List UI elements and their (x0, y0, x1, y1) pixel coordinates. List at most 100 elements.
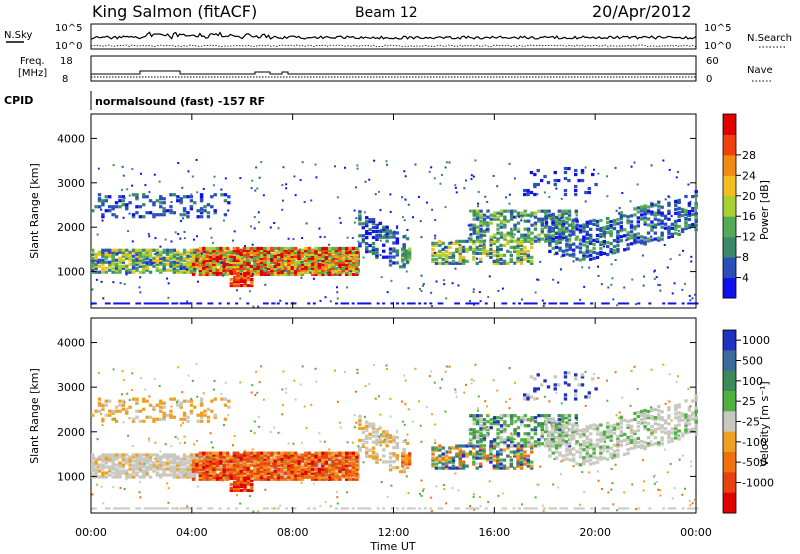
range-gate-cell (270, 471, 274, 475)
range-gate-cell (327, 246, 332, 251)
range-gate-cell (108, 264, 112, 268)
range-gate-cell (324, 268, 328, 273)
range-gate-cell (334, 165, 337, 168)
range-gate-cell (263, 463, 267, 467)
range-gate-cell (236, 254, 240, 259)
range-gate-cell (558, 236, 562, 240)
range-gate-cell (479, 233, 483, 237)
range-gate-cell (101, 459, 105, 463)
range-gate-cell (256, 254, 260, 259)
range-gate-cell (606, 195, 609, 198)
range-gate-cell (215, 258, 220, 263)
range-gate-cell (595, 460, 600, 464)
range-gate-cell (567, 178, 571, 183)
range-gate-cell (674, 231, 678, 235)
range-gate-cell (516, 253, 520, 257)
range-gate-cell (578, 230, 583, 234)
range-gate-cell (506, 446, 510, 450)
range-gate-cell (341, 451, 345, 455)
range-gate-cell (606, 449, 610, 453)
range-gate-cell (111, 258, 115, 262)
range-gate-cell (554, 422, 558, 426)
range-gate-cell (266, 467, 271, 471)
range-gate-cell (650, 204, 654, 208)
range-gate-cell (186, 215, 190, 219)
range-gate-cell (606, 220, 610, 225)
range-gate-cell (619, 221, 624, 225)
range-gate-cell (395, 441, 400, 446)
range-gate-cell (131, 168, 134, 171)
range-gate-cell (412, 302, 416, 305)
range-gate-cell (565, 457, 569, 461)
range-gate-cell (472, 175, 475, 178)
range-gate-cell (406, 229, 409, 232)
colorbar-segment (723, 277, 736, 299)
range-gate-cell (108, 254, 112, 258)
range-gate-cell (585, 230, 589, 234)
range-gate-cell (351, 272, 356, 277)
range-gate-cell (215, 461, 220, 465)
range-gate-cell (618, 207, 621, 210)
range-gate-cell (125, 203, 129, 207)
range-gate-cell (548, 235, 552, 240)
range-gate-cell (243, 283, 247, 288)
range-gate-cell (621, 192, 624, 195)
range-gate-cell (530, 231, 534, 235)
range-gate-cell (155, 266, 160, 270)
range-gate-cell (523, 456, 527, 460)
range-gate-cell (348, 272, 352, 277)
range-gate-cell (212, 270, 216, 275)
range-gate-cell (237, 252, 241, 256)
range-gate-cell (262, 194, 265, 197)
range-gate-cell (205, 463, 209, 467)
range-gate-cell (365, 216, 369, 220)
range-gate-cell (152, 264, 156, 268)
range-gate-cell (222, 451, 226, 455)
range-gate-cell (444, 253, 449, 257)
range-gate-cell (266, 463, 271, 467)
range-gate-cell (448, 456, 452, 460)
range-gate-cell (145, 266, 149, 270)
range-gate-cell (694, 211, 698, 216)
range-gate-cell (526, 233, 531, 237)
range-gate-cell (232, 473, 237, 477)
range-gate-cell (135, 467, 139, 471)
range-gate-cell (425, 201, 428, 204)
range-gate-cell (182, 217, 185, 220)
range-gate-cell (523, 462, 527, 466)
range-gate-cell (196, 471, 200, 475)
range-gate-cell (108, 459, 112, 463)
range-gate-cell (97, 463, 102, 467)
range-gate-cell (563, 176, 568, 181)
range-gate-cell (516, 249, 520, 253)
range-gate-cell (253, 262, 257, 267)
range-gate-cell (479, 444, 483, 448)
range-gate-cell (131, 467, 136, 471)
range-gate-cell (509, 209, 514, 213)
range-gate-cell (321, 451, 325, 455)
range-gate-cell (523, 233, 527, 237)
range-gate-cell (430, 305, 433, 308)
range-gate-cell (650, 212, 654, 216)
range-gate-cell (499, 209, 504, 213)
range-gate-cell (263, 258, 267, 263)
range-gate-cell (143, 257, 146, 260)
range-gate-cell (121, 254, 126, 258)
range-gate-cell (196, 457, 200, 461)
range-gate-cell (472, 249, 476, 253)
range-gate-cell (229, 473, 233, 477)
range-gate-cell (684, 226, 688, 231)
range-gate-cell (290, 262, 294, 267)
range-gate-cell (492, 422, 497, 426)
range-gate-cell (592, 246, 596, 250)
range-gate-cell (324, 256, 328, 261)
range-gate-cell (503, 424, 507, 428)
range-gate-cell (537, 209, 541, 213)
range-gate-cell (667, 209, 671, 213)
range-gate-cell (199, 264, 204, 268)
range-gate-cell (472, 456, 476, 460)
range-gate-cell (283, 463, 288, 467)
y-tick-label: 1000 (57, 266, 85, 279)
range-gate-cell (232, 463, 237, 467)
range-gate-cell (670, 232, 675, 236)
